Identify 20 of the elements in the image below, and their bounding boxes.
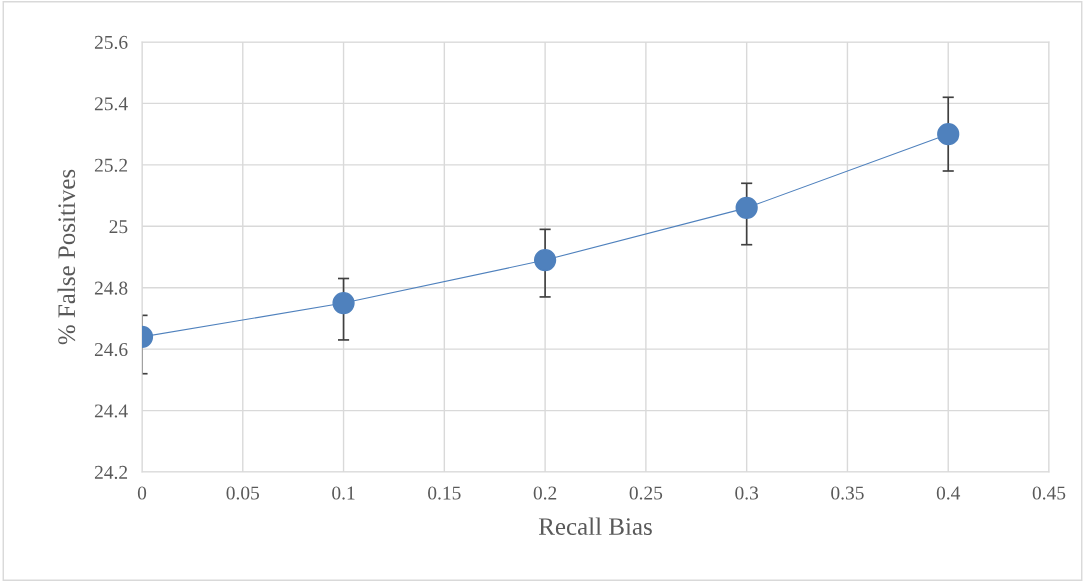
x-tick-label: 0.3	[735, 486, 759, 500]
y-tick-label: 25.2	[94, 158, 128, 172]
x-tick-label: 0.35	[831, 486, 864, 500]
y-tick-label: 24.4	[94, 404, 128, 418]
x-tick-label: 0.1	[332, 486, 355, 500]
x-tick-label: 0.4	[936, 486, 961, 500]
y-tick-label: 24.2	[94, 465, 128, 480]
x-tick-label: 0	[137, 486, 147, 500]
y-tick-label: 25	[109, 220, 128, 234]
x-tick-label: 0.15	[428, 486, 461, 500]
x-tick-label: 0.05	[226, 486, 260, 500]
y-tick-label: 25.6	[94, 35, 128, 50]
y-tick-label: 25.4	[94, 97, 128, 111]
y-axis-title: % False Positives	[57, 169, 76, 345]
x-axis-title: Recall Bias	[538, 517, 652, 536]
y-tick-label: 24.8	[94, 281, 128, 295]
y-tick-label: 24.6	[94, 343, 128, 357]
x-tick-label: 0.2	[533, 486, 557, 500]
x-tick-label: 0.25	[629, 486, 663, 500]
x-tick-label: 0.45	[1032, 486, 1066, 500]
